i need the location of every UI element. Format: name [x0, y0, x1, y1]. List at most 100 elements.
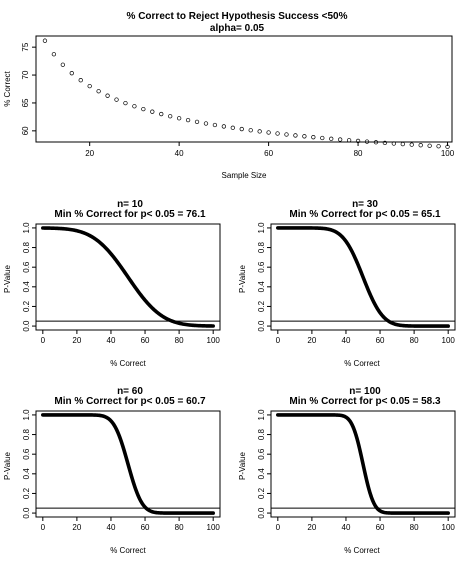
data-point [141, 106, 146, 112]
data-point [257, 129, 262, 134]
x-tick-label: 0 [276, 523, 281, 532]
y-tick-label: 0.6 [257, 448, 266, 460]
y-tick-label: 0.0 [257, 320, 266, 332]
y-tick-label: 0.8 [22, 241, 31, 253]
panel-n30-xlabel: % Correct [344, 359, 380, 368]
x-tick-label: 100 [207, 523, 221, 532]
top-panel: % Correct to Reject Hypothesis Success <… [3, 11, 455, 180]
y-tick-label: 70 [21, 70, 30, 79]
panel-n60-ylabel: P-Value [3, 452, 12, 480]
x-tick-label: 60 [376, 336, 385, 345]
x-tick-label: 20 [85, 149, 94, 158]
x-tick-label: 80 [410, 336, 419, 345]
pvalue-panel-10: 0 20 40 60 80 100 0.0 0.2 0.4 0.6 0.8 1.0 [22, 222, 221, 345]
plot-frame [35, 223, 221, 331]
data-point [51, 52, 57, 57]
x-tick-label: 20 [307, 523, 316, 532]
panel-n30-title: n= 30 [352, 199, 378, 210]
data-point [221, 124, 227, 129]
x-tick-label: 40 [342, 336, 351, 345]
pvalue-curve [276, 413, 450, 515]
y-tick-label: 0.2 [257, 487, 266, 499]
x-tick-label: 20 [307, 336, 316, 345]
x-tick-label: 20 [72, 336, 81, 345]
top-plot-frame [35, 35, 453, 143]
data-point [69, 71, 74, 76]
data-point [248, 128, 253, 133]
data-point [329, 136, 334, 141]
pvalue-panels: 0 20 40 60 80 100 0.0 0.2 0.4 0.6 0.8 1.0 0 20 40 60 80 1… [22, 222, 456, 532]
data-point [239, 126, 244, 132]
panel-n60-subtitle: Min % Correct for p< 0.05 = 60.7 [54, 396, 206, 407]
pvalue-panel-60: 0 20 40 60 80 100 0.0 0.2 0.4 0.6 0.8 1.0 [22, 409, 221, 532]
y-tick-label: 0.8 [257, 241, 266, 253]
data-point [105, 93, 110, 98]
data-point [275, 131, 280, 136]
y-tick-label: 65 [21, 98, 30, 107]
panel-n10-subtitle: Min % Correct for p< 0.05 = 76.1 [54, 209, 206, 220]
y-tick-label: 0.2 [257, 300, 266, 312]
panel-n100: n= 100 Min % Correct for p< 0.05 = 58.3 … [238, 386, 441, 555]
pvalue-curve [276, 226, 450, 328]
data-point [373, 140, 379, 145]
x-tick-label: 80 [410, 523, 419, 532]
x-tick-label: 0 [41, 523, 46, 532]
x-tick-label: 0 [276, 336, 281, 345]
data-point [194, 119, 200, 124]
x-tick-label: 100 [442, 523, 456, 532]
x-tick-label: 80 [175, 336, 184, 345]
top-ylabel: % Correct [3, 70, 12, 106]
x-tick-label: 100 [442, 336, 456, 345]
data-point [436, 144, 441, 149]
plot-frame [35, 410, 221, 518]
panel-n60-xlabel: % Correct [110, 546, 146, 555]
x-tick-label: 60 [264, 149, 273, 158]
y-tick-label: 0.8 [22, 428, 31, 440]
data-point [338, 137, 343, 142]
plot-frame [270, 223, 456, 331]
data-point [203, 121, 209, 126]
y-tick-label: 60 [21, 126, 30, 135]
data-point [168, 114, 173, 119]
top-subtitle: alpha= 0.05 [210, 23, 265, 34]
y-tick-label: 0.6 [257, 261, 266, 273]
data-point [150, 109, 155, 114]
data-point [185, 117, 191, 123]
x-tick-label: 100 [441, 149, 455, 158]
panel-n10-title: n= 10 [117, 199, 143, 210]
x-tick-label: 40 [107, 523, 116, 532]
data-point [266, 130, 271, 135]
y-tick-label: 0.0 [22, 320, 31, 332]
panel-n30-subtitle: Min % Correct for p< 0.05 = 65.1 [289, 209, 441, 220]
x-tick-label: 80 [354, 149, 363, 158]
data-point [364, 139, 370, 144]
panel-n60-title: n= 60 [117, 386, 143, 397]
y-tick-label: 1.0 [22, 409, 31, 421]
y-tick-label: 0.6 [22, 448, 31, 460]
top-points [42, 38, 450, 149]
data-point [409, 142, 414, 147]
pvalue-panel-100: 0 20 40 60 80 100 0.0 0.2 0.4 0.6 0.8 1.0 [257, 409, 456, 532]
y-tick-label: 75 [21, 42, 30, 51]
data-point [78, 78, 83, 83]
top-xlabel: Sample Size [222, 171, 267, 180]
x-tick-label: 0 [41, 336, 46, 345]
x-tick-label: 100 [207, 336, 221, 345]
data-point [293, 133, 298, 138]
data-point [212, 122, 218, 128]
pvalue-panel-30: 0 20 40 60 80 100 0.0 0.2 0.4 0.6 0.8 1.0 [257, 222, 456, 345]
panel-n100-xlabel: % Correct [344, 546, 380, 555]
data-point [132, 104, 137, 109]
x-tick-label: 60 [376, 523, 385, 532]
y-tick-label: 0.4 [22, 468, 31, 480]
y-tick-label: 0.6 [22, 261, 31, 273]
data-point [382, 140, 388, 146]
data-point [60, 62, 65, 67]
plot-frame [270, 410, 456, 518]
data-point [427, 143, 432, 148]
y-tick-label: 0.0 [22, 507, 31, 519]
y-tick-label: 0.0 [257, 507, 266, 519]
data-point [284, 132, 289, 137]
data-point [123, 100, 128, 106]
